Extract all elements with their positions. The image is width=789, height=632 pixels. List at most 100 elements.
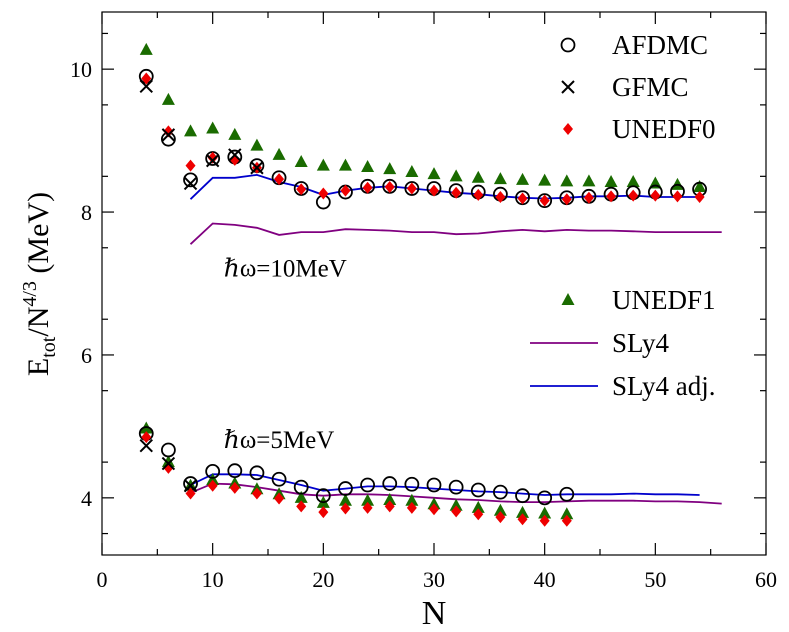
unedf1-point — [471, 500, 485, 513]
afdmc-point — [315, 488, 331, 504]
y-axis-title-mid: /N — [22, 307, 55, 337]
unedf0-point — [495, 191, 506, 204]
unedf1-point — [184, 124, 198, 137]
y-axis-title: Etot/N4/3 (MeV) — [19, 192, 60, 376]
unedf1-point — [338, 158, 352, 171]
unedf1-point — [493, 172, 507, 185]
x-tick-label: 30 — [423, 567, 445, 592]
afdmc-point — [515, 488, 530, 504]
unedf1-point — [361, 160, 375, 173]
unedf0-point — [340, 184, 351, 197]
legend-swatch-unedf0 — [563, 123, 573, 135]
legend-label-gfmc: GFMC — [612, 72, 689, 102]
unedf0-point — [163, 125, 174, 138]
legend-entry-unedf0: UNEDF0 — [563, 114, 716, 144]
unedf0-point — [473, 508, 484, 521]
gfmc-point — [183, 478, 198, 493]
unedf1-point — [272, 147, 286, 160]
afdmc-point — [338, 481, 353, 496]
afdmc-point — [448, 479, 464, 495]
unedf0-point — [406, 182, 417, 195]
unedf1-point — [383, 162, 397, 175]
x-tick-label: 50 — [644, 567, 666, 592]
legend-entry-sly4: SLy4 — [530, 328, 670, 358]
afdmc-point — [271, 471, 287, 487]
unedf1-point — [538, 506, 552, 519]
gfmc-point — [183, 176, 198, 191]
unedf1-point — [316, 158, 330, 171]
y-axis-title-sub: tot — [38, 336, 60, 358]
unedf1-point — [670, 177, 684, 190]
unedf0-point — [473, 188, 484, 201]
unedf1-point — [228, 127, 242, 140]
unedf0-point — [296, 183, 307, 196]
plot-marks — [138, 42, 722, 527]
unedf1-point — [294, 490, 308, 503]
unedf1-point — [582, 174, 596, 187]
unedf1-point — [538, 173, 552, 186]
unedf1-point — [383, 492, 397, 505]
afdmc-point — [160, 442, 176, 458]
x-tick-label: 20 — [312, 567, 334, 592]
legend-label-unedf0: UNEDF0 — [612, 114, 716, 144]
unedf1-point — [338, 493, 352, 506]
unedf1-point — [516, 505, 530, 518]
unedf0-point — [207, 479, 218, 492]
unedf1-point — [405, 165, 419, 178]
unedf1-point — [206, 472, 220, 485]
y-tick-label: 4 — [81, 486, 92, 511]
afdmc-point — [360, 477, 376, 493]
legend-label-unedf1: UNEDF1 — [612, 285, 716, 315]
unedf0-point — [296, 500, 307, 513]
unedf0-point — [362, 181, 373, 194]
x-tick-label: 0 — [97, 567, 108, 592]
unedf0-point — [274, 492, 285, 505]
legend-swatch-afdmc — [560, 37, 576, 53]
gfmc-point — [205, 153, 220, 168]
series-unedf1 — [139, 42, 707, 520]
x-tick-label: 10 — [202, 567, 224, 592]
unedf0-point — [583, 191, 594, 204]
unedf0-point — [539, 194, 550, 207]
afdmc-point — [227, 463, 243, 479]
gfmc-point — [161, 456, 176, 471]
unedf0-point — [318, 187, 329, 200]
x-axis-title: N — [422, 595, 447, 632]
unedf0-point — [251, 487, 262, 500]
legend-swatch-gfmc — [561, 80, 575, 94]
unedf1-point — [139, 42, 153, 55]
afdmc-point — [559, 486, 575, 502]
y-axis-title-sup: 4/3 — [19, 281, 41, 307]
unedf1-point — [206, 121, 220, 134]
unedf0-point — [141, 72, 152, 85]
unedf1-point — [493, 503, 507, 516]
afdmc-point — [183, 172, 198, 188]
legend-label-sly4-adj: SLy4 adj. — [612, 371, 716, 401]
unedf1-point — [693, 180, 707, 193]
unedf1-point — [427, 167, 441, 180]
unedf0-point — [429, 184, 439, 197]
afdmc-point — [537, 490, 553, 506]
legend-entry-afdmc: AFDMC — [560, 30, 708, 60]
unedf1-point — [471, 170, 485, 183]
unedf1-point — [604, 175, 618, 188]
unedf1-point — [560, 174, 574, 187]
unedf0-point — [362, 501, 373, 514]
unedf1-point — [516, 172, 530, 185]
afdmc-point — [293, 479, 309, 495]
annotation-5mev: ℏω=5MeV — [224, 427, 335, 454]
unedf1-point — [560, 507, 574, 520]
gfmc-point — [161, 128, 176, 142]
sly4-line — [189, 222, 722, 245]
unedf0-point — [185, 487, 196, 500]
gfmc-point — [139, 79, 153, 94]
legend-label-sly4: SLy4 — [612, 328, 670, 358]
unedf0-point — [650, 189, 661, 202]
unedf0-point — [429, 503, 439, 516]
unedf0-point — [561, 193, 572, 206]
sly4-adj-line — [189, 173, 700, 200]
axis-ticks: 0 10 20 30 40 50 60 4 6 8 10 — [70, 12, 777, 592]
unedf0-point — [606, 190, 617, 203]
unedf0-point — [384, 181, 395, 194]
